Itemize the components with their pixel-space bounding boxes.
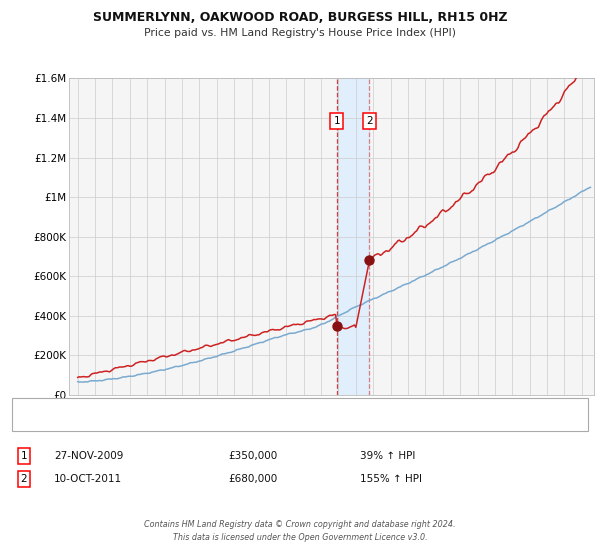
Text: £350,000: £350,000 [228, 451, 277, 461]
Text: 10-OCT-2011: 10-OCT-2011 [54, 474, 122, 484]
Text: SUMMERLYNN, OAKWOOD ROAD, BURGESS HILL, RH15 0HZ: SUMMERLYNN, OAKWOOD ROAD, BURGESS HILL, … [92, 11, 508, 24]
Text: 155% ↑ HPI: 155% ↑ HPI [360, 474, 422, 484]
Text: 27-NOV-2009: 27-NOV-2009 [54, 451, 124, 461]
Text: 2: 2 [366, 116, 373, 126]
Text: Price paid vs. HM Land Registry's House Price Index (HPI): Price paid vs. HM Land Registry's House … [144, 28, 456, 38]
Text: Contains HM Land Registry data © Crown copyright and database right 2024.: Contains HM Land Registry data © Crown c… [144, 520, 456, 529]
Text: 2: 2 [20, 474, 28, 484]
Text: SUMMERLYNN, OAKWOOD ROAD, BURGESS HILL, RH15 0HZ (semi-detached house): SUMMERLYNN, OAKWOOD ROAD, BURGESS HILL, … [63, 403, 428, 412]
Bar [337, 78, 370, 395]
Text: This data is licensed under the Open Government Licence v3.0.: This data is licensed under the Open Gov… [173, 533, 427, 542]
Text: 1: 1 [20, 451, 28, 461]
Text: HPI: Average price, semi-detached house, Mid Sussex: HPI: Average price, semi-detached house,… [63, 419, 298, 428]
Text: 1: 1 [334, 116, 340, 126]
Text: £680,000: £680,000 [228, 474, 277, 484]
Text: 39% ↑ HPI: 39% ↑ HPI [360, 451, 415, 461]
